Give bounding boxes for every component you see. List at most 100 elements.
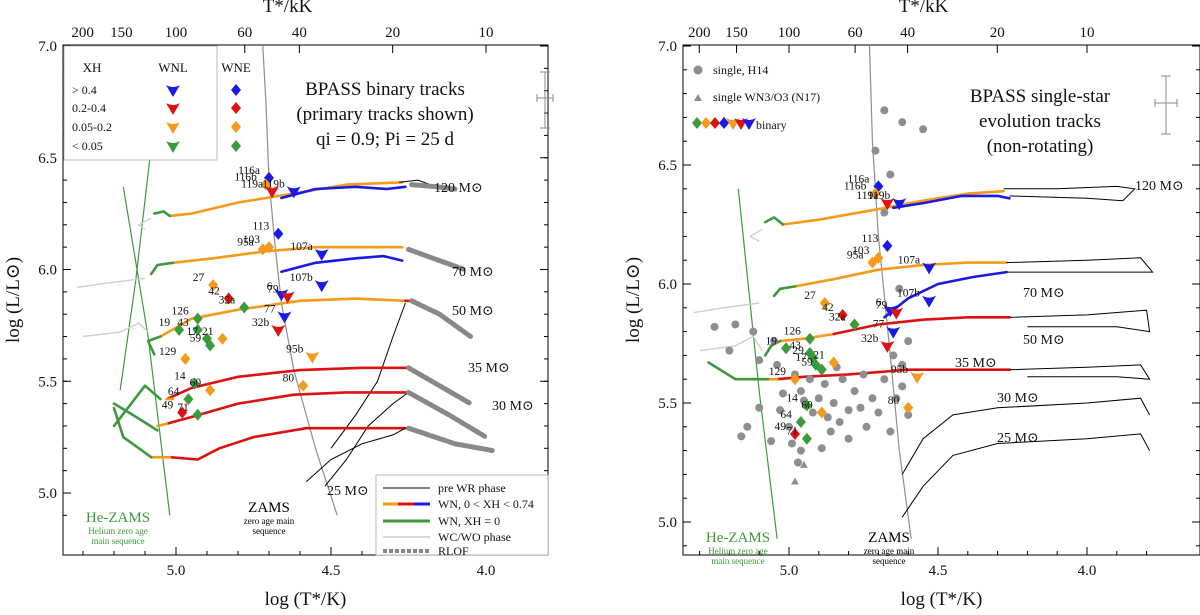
h14-point [725,346,734,355]
top-axis-label: T*/kK [263,0,313,17]
star-77-marker [886,326,901,339]
track-70-orange [793,261,1008,288]
track-120-pre [399,179,431,186]
h14-point [844,406,853,415]
error-bar-right [1154,75,1178,135]
star-129-label: 129 [769,366,787,378]
h14-point [793,458,802,467]
star-77-label: 77 [264,303,276,315]
h14-point [838,375,847,384]
star-17-label: 17 [187,326,199,338]
track-120-blue [892,194,1011,210]
mass-label-right-70: 70 M⊙ [1023,286,1065,301]
star-19-label: 19 [159,317,171,329]
h14-point [880,375,889,384]
h14-point [856,403,865,412]
zams-label-left: ZAMS [248,500,290,516]
star-116a-label: 116a [847,173,869,185]
legend-wne-marker [231,84,241,96]
star-29-label: 29 [792,345,804,357]
track-120-green [763,216,785,226]
star-14-label: 14 [786,392,798,404]
star-119a-marker [265,186,280,199]
track-50-green [146,335,162,356]
hezams-sub-left-2: main sequence [91,536,144,546]
rlof-tail [406,389,489,440]
star-103-label: 103 [852,245,870,257]
zams-sub-left-1: zero age main [244,516,295,526]
legend-binary-diamond [710,117,720,129]
star-80-label: 80 [888,395,900,407]
star-32a-label: 32a [829,311,846,323]
h14-point [859,370,868,379]
legend-n17-marker [694,94,702,101]
star-21-label: 21 [813,350,825,362]
h14-point [850,387,859,396]
h14-point [886,170,895,179]
h14-point [731,320,740,329]
y-tick-label: 5.0 [38,486,57,502]
star-116b-marker [260,178,271,191]
star-95b-marker [305,351,320,364]
star-95a-label: 95a [237,236,254,248]
legend-text-rlof: RLOF [438,544,469,558]
star-79-label: 79 [876,300,888,312]
track-50-orange [159,297,407,338]
track-30-orange [156,422,168,428]
star-129-label: 129 [159,346,177,358]
star-119b-label: 119b [262,178,285,190]
star-119b-marker [286,186,301,199]
track-70-wc [693,302,760,314]
star-71-label: 71 [786,426,798,438]
legend-row-3: 0.05-0.2 [72,120,112,134]
mass-label-right-35: 35 M⊙ [955,356,997,371]
star-14-label: 14 [174,370,186,382]
star-6-marker [883,305,898,318]
star-59-label: 59 [190,332,202,344]
legend-wne-header: WNE [221,60,251,75]
x-tick-label: 5.0 [780,563,799,579]
h14-point [755,403,764,412]
top-tick-label: 20 [990,25,1005,41]
legend-text-wn0: WN, XH = 0 [438,514,500,528]
star-80-label: 80 [283,373,295,385]
track-25-pre [305,427,406,483]
h14-point [743,422,752,431]
star-60-marker [205,384,216,397]
top-tick-label: 40 [292,25,307,41]
track-50-wc [699,335,763,352]
star-32b-marker [271,324,286,337]
legend-xh-header: XH [83,60,102,75]
x-tick-label: 4.0 [477,563,496,579]
y-axis-label: log (L/L⊙) [3,257,24,343]
h14-point [796,387,805,396]
star-79-marker [280,291,295,304]
h14-point [823,413,832,422]
h14-point [829,399,838,407]
n17-point [790,477,799,485]
track-120-orange [168,181,404,218]
h14-point [919,125,928,134]
star-129-marker [789,373,800,386]
legend-wnl-header: WNL [158,60,188,75]
mass-label-70: 70 M⊙ [452,265,494,280]
star-107a-marker [922,262,937,275]
star-21-label: 21 [202,326,214,338]
track-70-pre [1006,257,1154,273]
star-116a-label: 116a [238,165,260,177]
subtitle-right-2: (non-rotating) [987,136,1094,157]
star-107a-marker [314,248,329,261]
h14-point [805,375,814,384]
top-tick-label: 60 [848,25,863,41]
star-43-label: 43 [789,340,801,352]
star-64-marker [183,393,194,406]
h14-point [826,427,835,436]
track-35-red [775,368,1011,381]
h14-point [787,439,796,448]
h14-point [895,284,904,293]
h14-point [868,394,877,403]
x-axis-label: log (T*/K) [901,589,983,610]
track-50-pre [330,302,406,449]
star-107b-marker [922,295,937,308]
y-tick-label: 5.0 [658,515,677,531]
